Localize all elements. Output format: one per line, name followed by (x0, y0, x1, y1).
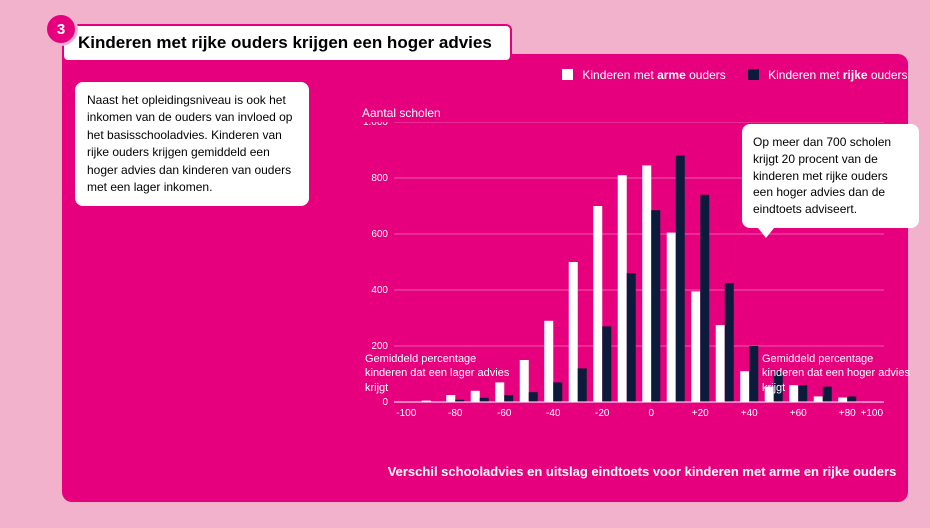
svg-text:+80: +80 (839, 408, 856, 419)
intro-text: Naast het opleidingsniveau is ook het in… (75, 82, 309, 206)
svg-text:+60: +60 (790, 408, 807, 419)
legend-label-arme: Kinderen met arme ouders (582, 68, 725, 82)
svg-text:-40: -40 (546, 408, 561, 419)
callout-bubble: Op meer dan 700 scholen krijgt 20 procen… (742, 124, 919, 228)
svg-text:400: 400 (371, 285, 388, 296)
y-axis-title: Aantal scholen (362, 106, 441, 120)
legend-swatch-arme (562, 69, 573, 80)
panel-title: Kinderen met rijke ouders krijgen een ho… (62, 24, 512, 62)
legend-item-rijke: Kinderen met rijke ouders (748, 68, 908, 82)
svg-text:0: 0 (382, 397, 388, 408)
svg-text:0: 0 (648, 408, 654, 419)
svg-text:-20: -20 (595, 408, 610, 419)
section-badge: 3 (44, 12, 78, 46)
svg-text:+100: +100 (860, 408, 883, 419)
legend-item-arme: Kinderen met arme ouders (562, 68, 726, 82)
x-axis-caption: Verschil schooladvies en uitslag eindtoe… (377, 464, 907, 479)
svg-text:1.000: 1.000 (363, 122, 388, 128)
svg-text:200: 200 (371, 341, 388, 352)
svg-text:-60: -60 (497, 408, 512, 419)
svg-text:-80: -80 (448, 408, 463, 419)
chart-panel: Naast het opleidingsniveau is ook het in… (62, 54, 908, 502)
svg-text:-100: -100 (396, 408, 416, 419)
svg-text:+20: +20 (692, 408, 709, 419)
legend-swatch-rijke (748, 69, 759, 80)
note-left: Gemiddeld percentage kinderen dat een la… (365, 352, 515, 395)
chart-legend: Kinderen met arme ouders Kinderen met ri… (562, 68, 908, 82)
svg-text:600: 600 (371, 229, 388, 240)
svg-text:800: 800 (371, 173, 388, 184)
note-right: Gemiddeld percentage kinderen dat een ho… (762, 352, 912, 395)
legend-label-rijke: Kinderen met rijke ouders (768, 68, 907, 82)
svg-text:+40: +40 (741, 408, 758, 419)
